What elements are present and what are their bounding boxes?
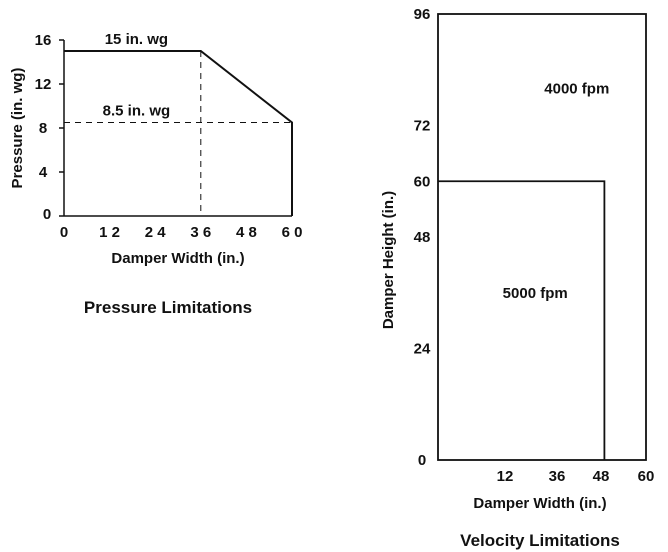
velocity-x-tick-label: 36 [549, 468, 566, 485]
pressure-limitations-chart: 0 1 2 2 4 3 6 4 8 6 0 4 8 12 16 0 15 in. wg 8.5 … [9, 31, 302, 317]
pressure-y-zero-label: 0 [43, 206, 51, 223]
velocity-x-tick-label: 48 [593, 468, 610, 485]
region-4000-fpm [437, 13, 647, 461]
pressure-x-tick-label: 1 2 [99, 224, 120, 241]
annotation-15-in-wg: 15 in. wg [105, 31, 168, 48]
velocity-limitations-chart: 4000 fpm 5000 fpm 12 36 48 60 0 24 48 60 72 96 D… [380, 6, 654, 550]
pressure-chart-caption: Pressure Limitations [84, 298, 252, 317]
pressure-y-ticks: 4 8 12 16 [35, 32, 64, 217]
pressure-x-tick-label: 3 6 [190, 224, 211, 241]
region-label-5000-fpm: 5000 fpm [503, 285, 568, 302]
pressure-x-tick-label: 2 4 [145, 224, 167, 241]
annotation-8-5-in-wg: 8.5 in. wg [103, 103, 171, 120]
region-label-4000-fpm: 4000 fpm [544, 80, 609, 97]
velocity-y-axis-label: Damper Height (in.) [380, 191, 397, 329]
pressure-y-tick-label: 12 [35, 76, 52, 93]
velocity-y-tick-label: 60 [414, 173, 431, 190]
pressure-x-ticks: 0 1 2 2 4 3 6 4 8 6 0 [60, 224, 303, 241]
velocity-y-tick-label: 0 [418, 452, 426, 469]
velocity-y-tick-label: 96 [414, 6, 431, 23]
velocity-chart-caption: Velocity Limitations [460, 531, 620, 550]
velocity-x-axis-label: Damper Width (in.) [473, 495, 606, 512]
velocity-y-tick-label: 24 [414, 341, 431, 358]
velocity-x-tick-label: 60 [638, 468, 655, 485]
pressure-y-tick-label: 4 [39, 164, 48, 181]
pressure-y-tick-label: 8 [39, 120, 47, 137]
velocity-y-tick-label: 48 [414, 229, 431, 246]
velocity-y-tick-label: 72 [414, 118, 431, 135]
region-5000-fpm [438, 180, 606, 460]
pressure-x-tick-label: 6 0 [282, 224, 303, 241]
pressure-y-axis-label: Pressure (in. wg) [9, 68, 26, 189]
velocity-y-ticks: 0 24 48 60 72 96 [414, 6, 431, 469]
pressure-x-axis-label: Damper Width (in.) [111, 250, 244, 267]
pressure-limit-line [64, 50, 293, 216]
pressure-y-tick-label: 16 [35, 32, 52, 49]
velocity-x-tick-label: 12 [497, 468, 514, 485]
pressure-x-tick-label: 0 [60, 224, 68, 241]
pressure-x-tick-label: 4 8 [236, 224, 257, 241]
velocity-x-ticks: 12 36 48 60 [497, 468, 655, 485]
